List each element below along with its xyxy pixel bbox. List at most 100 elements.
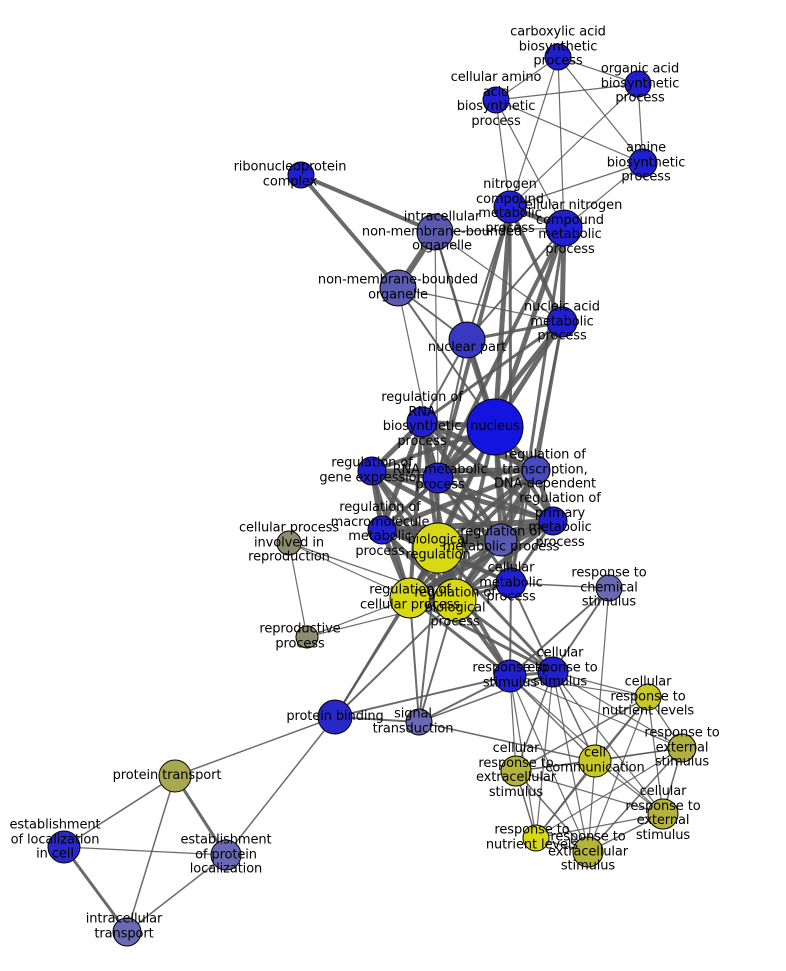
- graph-edge: [63, 846, 227, 856]
- graph-edge: [594, 587, 610, 762]
- graph-node-nmb_organelle[interactable]: [379, 269, 417, 307]
- graph-node-cellular_response_extracellular[interactable]: [500, 755, 532, 787]
- graph-node-cell_communication[interactable]: [578, 744, 612, 778]
- graph-node-reg_transcription_dna[interactable]: [521, 455, 551, 485]
- graph-edge: [552, 671, 649, 698]
- graph-edge: [370, 468, 503, 543]
- graph-node-intracellular_transport[interactable]: [112, 917, 142, 947]
- graph-node-response_chemical_stimulus[interactable]: [595, 574, 623, 602]
- graph-edge: [299, 173, 400, 290]
- graph-node-cellular_response_stimulus[interactable]: [537, 656, 569, 688]
- graph-edge: [509, 162, 644, 208]
- graph-node-reg_primary_metab[interactable]: [538, 506, 568, 536]
- graph-node-reg_rna_biosynth[interactable]: [406, 406, 438, 438]
- graph-edge: [408, 421, 424, 599]
- graph-edge: [418, 675, 511, 723]
- graph-edge: [288, 542, 308, 638]
- graph-edge: [509, 675, 537, 839]
- graph-edge: [557, 56, 639, 85]
- graph-edge: [509, 56, 559, 208]
- graph-node-response_external_stimulus[interactable]: [667, 733, 697, 763]
- graph-edge: [492, 206, 513, 428]
- graph-node-response_to_stimulus[interactable]: [493, 659, 527, 693]
- graph-node-reg_biological_process[interactable]: [433, 578, 477, 622]
- graph-edge: [552, 671, 683, 749]
- graph-edge: [510, 582, 610, 589]
- graph-edge: [647, 696, 664, 815]
- graph-edge: [126, 854, 227, 933]
- graph-node-intracellular_nmb_organelle[interactable]: [416, 213, 454, 251]
- graph-node-nitrogen_compound_metab[interactable]: [493, 190, 527, 224]
- graph-node-ribonucleoprotein_complex[interactable]: [287, 161, 315, 189]
- graph-node-rna_metab[interactable]: [422, 462, 454, 494]
- graph-edge: [381, 467, 537, 533]
- graph-node-reg_gene_expression[interactable]: [357, 456, 387, 486]
- graph-edge: [510, 582, 554, 673]
- graph-node-signal_transduction[interactable]: [405, 708, 433, 736]
- graph-edge: [515, 770, 664, 815]
- graph-edge: [409, 596, 511, 678]
- graph-edge: [418, 721, 596, 762]
- graph-node-nucleus[interactable]: [466, 398, 524, 456]
- graph-edge: [63, 775, 176, 848]
- graph-edge: [371, 468, 554, 524]
- graph-node-nucleic_acid_metab[interactable]: [546, 306, 578, 338]
- graph-edge: [381, 518, 554, 533]
- graph-edge: [466, 206, 511, 341]
- graph-edge: [418, 671, 554, 723]
- graph-node-cellular_nitrogen_compound_metab[interactable]: [545, 209, 583, 247]
- graph-edge: [418, 547, 439, 723]
- graph-edge: [434, 231, 563, 323]
- graph-edge: [515, 696, 649, 772]
- graph-edge: [587, 747, 683, 853]
- graph-edge: [552, 587, 610, 673]
- graph-edge: [535, 747, 683, 839]
- graph-node-reg_macromolecule_metab[interactable]: [367, 515, 397, 545]
- graph-node-establishment_protein_localization[interactable]: [210, 839, 242, 871]
- graph-node-cellular_amino_acid_bio[interactable]: [482, 86, 510, 114]
- graph-edge: [334, 597, 411, 718]
- graph-edge: [288, 542, 411, 599]
- graph-edge: [495, 83, 639, 101]
- graph-node-establishment_localization_cell[interactable]: [47, 830, 81, 864]
- graph-edge: [334, 599, 456, 718]
- graph-edge: [334, 675, 511, 718]
- graph-edge: [436, 546, 555, 674]
- graph-edge: [421, 320, 563, 424]
- graph-edge: [434, 231, 439, 479]
- graph-node-nuclear_part[interactable]: [448, 321, 486, 359]
- graph-node-protein_binding[interactable]: [317, 699, 353, 735]
- graph-node-biological_regulation[interactable]: [412, 522, 464, 574]
- graph-edge: [434, 227, 565, 233]
- graph-node-amine_bio[interactable]: [628, 148, 658, 178]
- graph-edge: [495, 99, 565, 229]
- graph-node-cellular_metab_process[interactable]: [495, 567, 527, 599]
- graph-edge: [509, 675, 664, 815]
- graph-edge: [535, 813, 664, 839]
- graph-node-reproductive_process[interactable]: [295, 625, 319, 649]
- graph-edge: [509, 587, 610, 677]
- graph-edge: [515, 770, 589, 853]
- graph-edge: [552, 671, 589, 853]
- graph-edge: [557, 56, 565, 229]
- graph-node-protein_transport[interactable]: [158, 759, 192, 793]
- graph-edge: [174, 716, 336, 777]
- graph-node-cellular_response_external[interactable]: [647, 798, 679, 830]
- graph-edge: [495, 99, 644, 164]
- graph-node-cellular_process_reproduction[interactable]: [276, 530, 302, 556]
- graph-node-organic_acid_bio[interactable]: [624, 70, 652, 98]
- graph-node-carboxylic_acid_bio[interactable]: [544, 43, 572, 71]
- graph-edge: [225, 716, 336, 856]
- graph-edge: [509, 83, 639, 208]
- graph-node-cellular_response_nutrient[interactable]: [634, 683, 662, 711]
- graph-node-reg_cellular_process[interactable]: [389, 577, 431, 619]
- graph-edge: [409, 597, 420, 723]
- graph-node-reg_metab_process[interactable]: [484, 523, 518, 557]
- graph-edge: [62, 846, 129, 933]
- graph-node-response_nutrient_levels[interactable]: [522, 824, 550, 852]
- graph-edge: [371, 467, 537, 474]
- graph-node-response_extracellular_stimulus[interactable]: [572, 836, 604, 868]
- graph-edge: [126, 775, 176, 933]
